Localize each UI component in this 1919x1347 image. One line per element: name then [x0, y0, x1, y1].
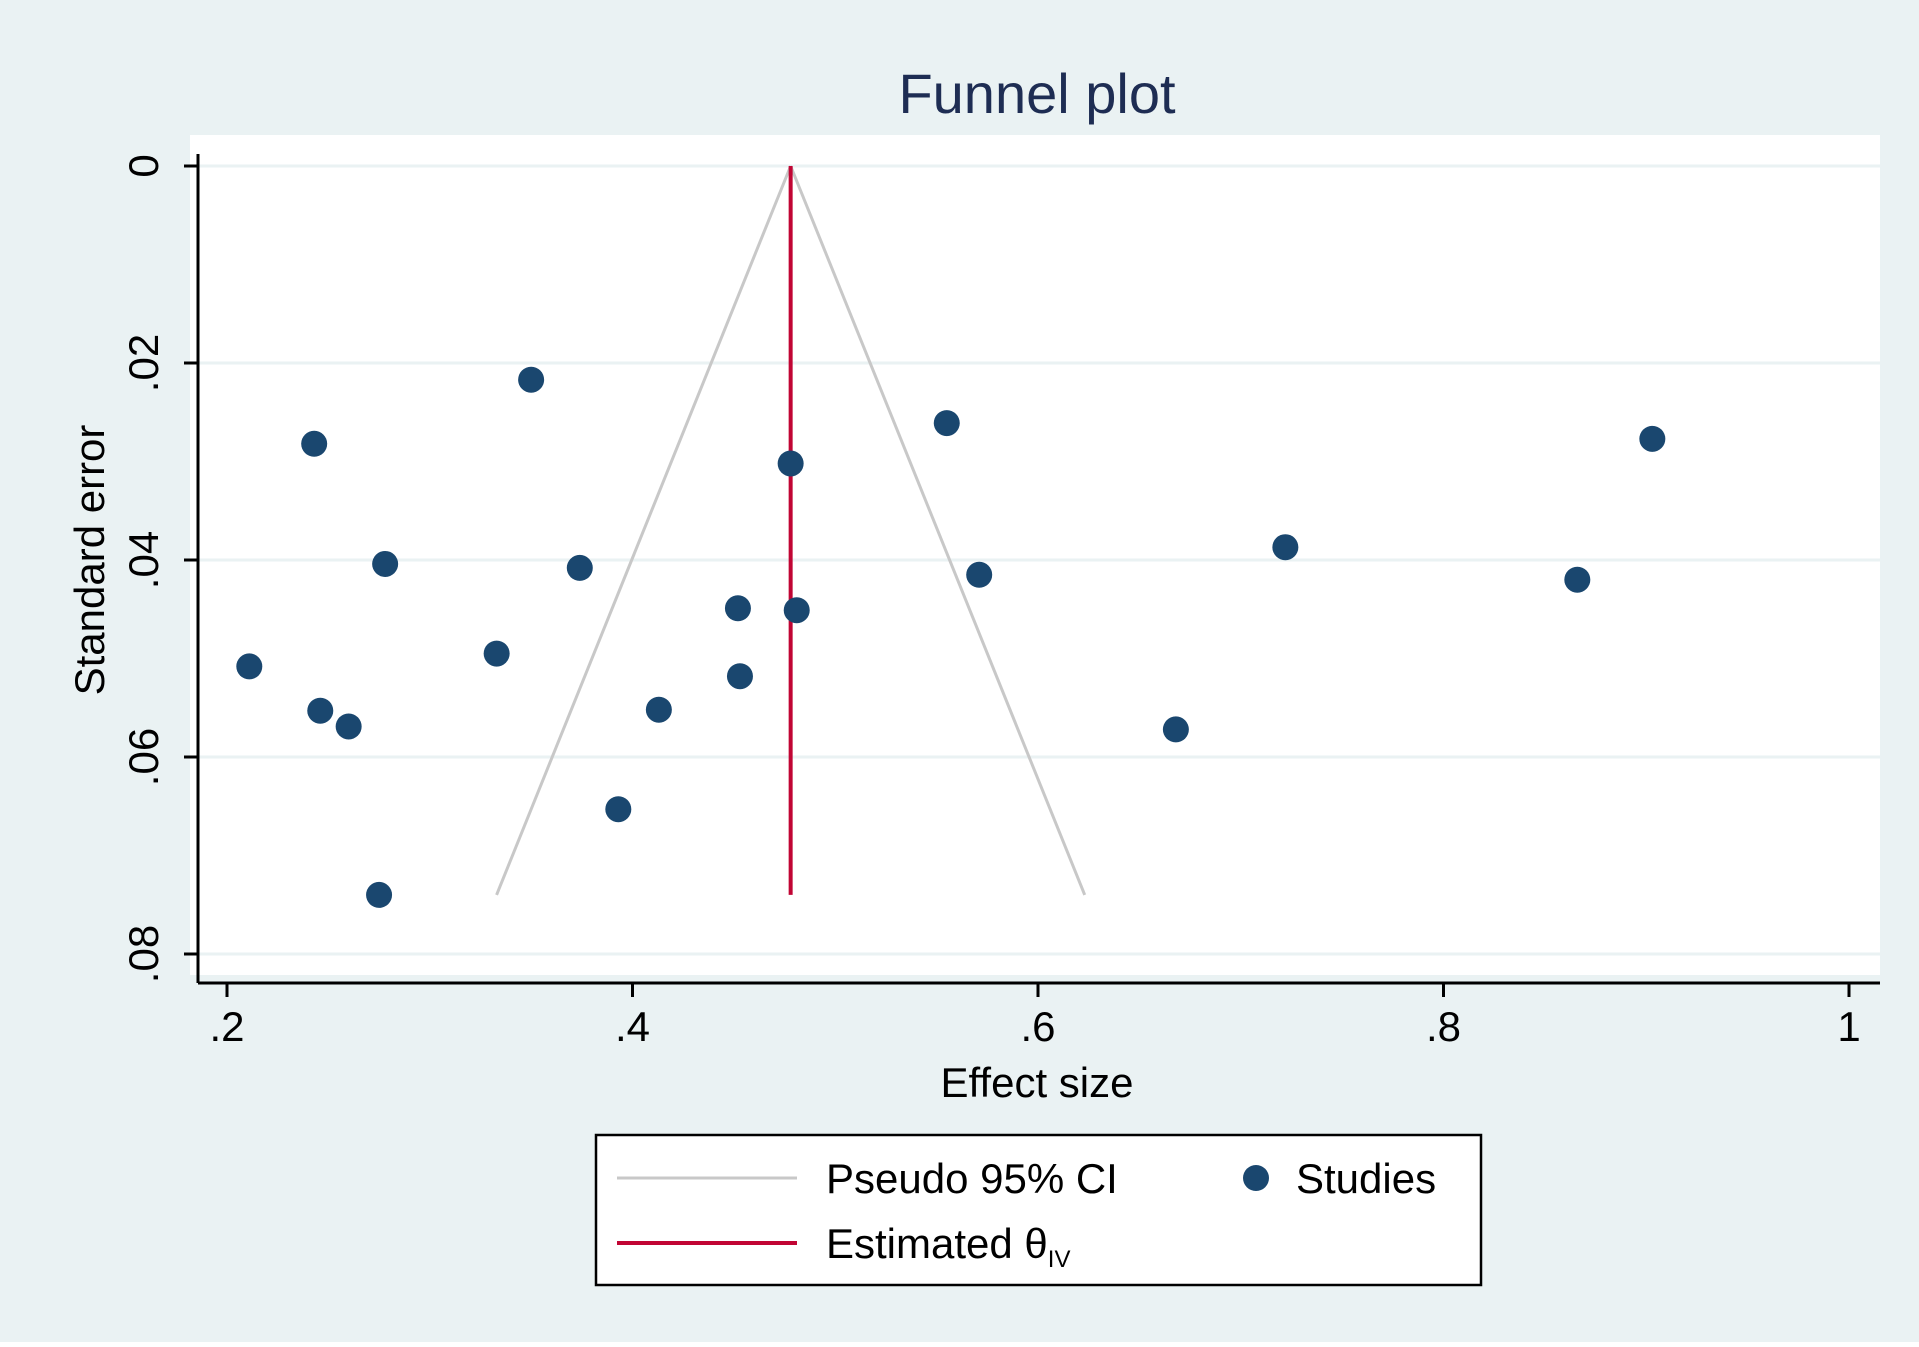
study-point	[372, 550, 399, 577]
y-tick-label: .08	[120, 925, 167, 983]
legend-ci-label: Pseudo 95% CI	[826, 1155, 1118, 1202]
y-tick-label: .06	[120, 728, 167, 786]
study-point	[605, 796, 632, 823]
legend-estimate-text: Estimated θ	[826, 1220, 1048, 1267]
x-tick-label: .4	[615, 1003, 650, 1050]
study-points	[236, 366, 1666, 908]
study-point	[933, 410, 960, 437]
study-point	[301, 430, 328, 457]
x-tick-label: 1	[1837, 1003, 1860, 1050]
legend-estimate-label: Estimated θIV	[826, 1220, 1070, 1273]
legend-box	[594, 1133, 1483, 1287]
x-tick-label: .2	[209, 1003, 244, 1050]
chart-title: Funnel plot	[898, 62, 1176, 125]
x-tick-label: .8	[1426, 1003, 1461, 1050]
ci-right-line	[789, 165, 1087, 896]
study-point	[307, 697, 334, 724]
study-point	[335, 713, 362, 740]
legend-estimate-subscript: IV	[1048, 1246, 1071, 1273]
study-point	[724, 595, 751, 622]
study-point	[566, 554, 593, 581]
x-tick-label: .6	[1020, 1003, 1055, 1050]
legend-studies-marker	[1243, 1165, 1269, 1191]
y-tick-label: 0	[120, 154, 167, 177]
study-point	[1639, 425, 1666, 452]
y-axis-label: Standard error	[66, 425, 113, 696]
study-point	[966, 561, 993, 588]
legend-studies-label: Studies	[1296, 1155, 1436, 1202]
study-point	[1272, 534, 1299, 561]
y-tick-label: .04	[120, 531, 167, 589]
study-point	[483, 640, 510, 667]
x-axis-label: Effect size	[941, 1059, 1134, 1106]
ci-left-line	[495, 165, 793, 896]
study-point	[645, 696, 672, 723]
study-point	[1564, 566, 1591, 593]
study-point	[777, 450, 804, 477]
study-point	[366, 881, 393, 908]
x-ticks: .2 .4 .6 .8 1	[209, 983, 1861, 1050]
pseudo-ci-lines	[495, 165, 1087, 896]
study-point	[236, 653, 263, 680]
study-point	[518, 366, 545, 393]
y-tick-label: .02	[120, 334, 167, 392]
y-ticks: 0 .02 .04 .06 .08	[120, 154, 198, 983]
legend: Pseudo 95% CI Studies Estimated θIV	[594, 1133, 1483, 1287]
study-point	[726, 663, 753, 690]
plot-area	[190, 135, 1880, 975]
study-point	[1162, 716, 1189, 743]
study-point	[783, 597, 810, 624]
gridlines	[198, 164, 1880, 956]
